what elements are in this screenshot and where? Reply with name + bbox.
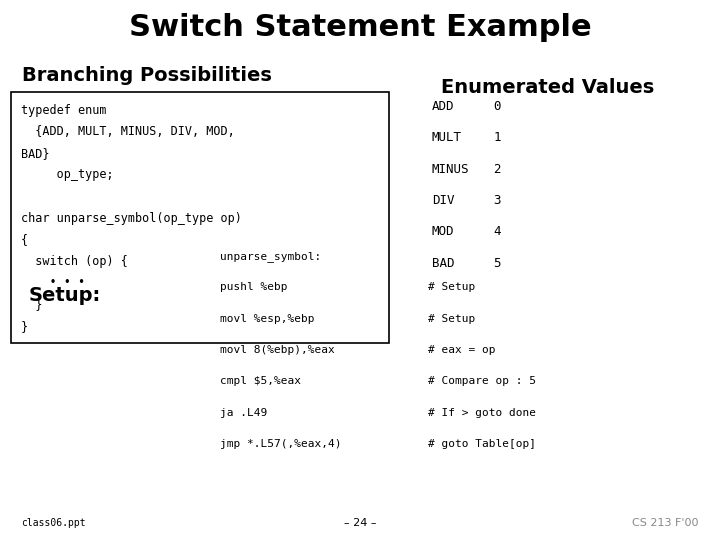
Text: movl %esp,%ebp: movl %esp,%ebp <box>220 314 314 324</box>
Text: BAD: BAD <box>432 256 454 269</box>
Text: {: { <box>21 233 28 246</box>
Text: 4: 4 <box>493 225 500 238</box>
Text: MINUS: MINUS <box>432 163 469 176</box>
Text: 0: 0 <box>493 100 500 113</box>
Text: op_type;: op_type; <box>21 168 114 181</box>
Text: # goto Table[op]: # goto Table[op] <box>428 439 536 449</box>
Text: Branching Possibilities: Branching Possibilities <box>22 66 271 85</box>
Text: ADD: ADD <box>432 100 454 113</box>
Text: movl 8(%ebp),%eax: movl 8(%ebp),%eax <box>220 345 334 355</box>
Text: {ADD, MULT, MINUS, DIV, MOD,: {ADD, MULT, MINUS, DIV, MOD, <box>21 125 235 138</box>
Text: # Setup: # Setup <box>428 314 476 324</box>
Text: 1: 1 <box>493 131 500 144</box>
Text: char unparse_symbol(op_type op): char unparse_symbol(op_type op) <box>21 212 242 225</box>
Text: MOD: MOD <box>432 225 454 238</box>
Text: Enumerated Values: Enumerated Values <box>441 78 654 97</box>
Text: switch (op) {: switch (op) { <box>21 255 127 268</box>
Text: jmp *.L57(,%eax,4): jmp *.L57(,%eax,4) <box>220 439 341 449</box>
Text: # eax = op: # eax = op <box>428 345 496 355</box>
Text: }: } <box>21 298 42 311</box>
Text: Setup:: Setup: <box>29 286 101 305</box>
Text: • • •: • • • <box>21 276 85 289</box>
Text: ja .L49: ja .L49 <box>220 408 267 418</box>
Text: typedef enum: typedef enum <box>21 104 107 117</box>
Text: Switch Statement Example: Switch Statement Example <box>129 14 591 43</box>
Text: pushl %ebp: pushl %ebp <box>220 282 287 293</box>
Text: # Setup: # Setup <box>428 282 476 293</box>
Text: BAD}: BAD} <box>21 147 50 160</box>
Text: DIV: DIV <box>432 194 454 207</box>
Text: }: } <box>21 320 28 333</box>
Text: MULT: MULT <box>432 131 462 144</box>
Text: cmpl $5,%eax: cmpl $5,%eax <box>220 376 301 387</box>
Bar <box>11 92 389 343</box>
Text: # Compare op : 5: # Compare op : 5 <box>428 376 536 387</box>
Text: 5: 5 <box>493 256 500 269</box>
Text: 2: 2 <box>493 163 500 176</box>
Text: unparse_symbol:: unparse_symbol: <box>220 251 321 262</box>
Text: class06.ppt: class06.ppt <box>22 518 86 528</box>
Text: 3: 3 <box>493 194 500 207</box>
Text: – 24 –: – 24 – <box>343 518 377 528</box>
Text: # If > goto done: # If > goto done <box>428 408 536 418</box>
Text: CS 213 F'00: CS 213 F'00 <box>632 518 698 528</box>
